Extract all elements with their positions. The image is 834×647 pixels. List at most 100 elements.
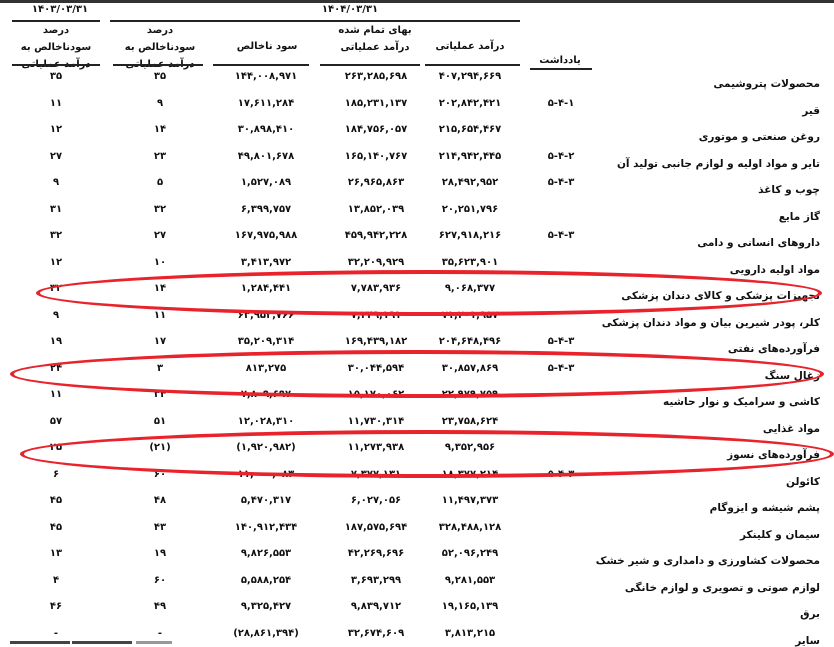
scan-top-border	[0, 0, 834, 3]
header-rule	[110, 20, 520, 22]
cell-pct: ۱۷	[153, 336, 167, 347]
cell-pct: ۴۳	[153, 521, 167, 533]
cell-pct_prev: ۱۲	[49, 124, 63, 135]
cell-rev: ۲۳,۷۵۸,۶۲۴	[441, 415, 499, 427]
row-label: محصولات کشاورزی و دامداری و شیر خشک	[595, 555, 820, 567]
cell-cost: ۳۲,۶۷۴,۶۰۹	[347, 627, 405, 639]
row-label: پشم شیشه و ایزوگام	[709, 502, 820, 514]
cell-rev: ۲۰۲,۸۴۲,۴۲۱	[438, 97, 502, 109]
cell-gross: (۲۸,۸۶۱,۳۹۴)	[233, 627, 299, 639]
header-rule	[213, 64, 309, 66]
cell-cost: ۴۲,۲۶۹,۶۹۶	[347, 548, 405, 559]
cell-note: ۵-۴-۲	[547, 150, 575, 162]
cell-rev: ۵۲,۰۹۶,۲۴۹	[441, 548, 499, 559]
cell-pct_prev: ۴۵	[49, 521, 63, 533]
cell-gross: ۵,۵۸۸,۲۵۴	[240, 574, 292, 586]
row-label: مواد اولیه دارویی	[729, 263, 820, 276]
cell-pct_prev: ۹	[52, 309, 60, 321]
cell-pct: ۳۴	[153, 389, 167, 400]
cell-rev: ۹,۰۶۸,۳۷۷	[444, 283, 496, 294]
cell-gross: ۱۱,۰۰۰,۰۸۳	[237, 468, 295, 480]
cell-gross: ۱۴۰,۹۱۲,۴۳۴	[234, 521, 298, 533]
row-label: محصولات پتروشیمی	[713, 78, 820, 90]
cell-pct_prev: ۲۷	[49, 150, 63, 162]
cell-rev: ۹,۳۵۲,۹۵۶	[444, 442, 496, 453]
cell-gross: ۱۶۷,۹۷۵,۹۸۸	[234, 230, 298, 241]
cell-rev: ۱۸,۳۷۷,۲۱۴	[441, 468, 499, 480]
row-label: لوازم صوتی و تصویری و لوازم خانگی	[624, 581, 820, 594]
cell-cost: ۷,۷۸۳,۹۳۶	[350, 283, 402, 294]
cell-pct_prev: ۳۲	[49, 230, 63, 241]
cell-gross: ۸۱۳,۲۷۵	[245, 362, 287, 374]
cell-pct_prev: ۲۴	[49, 362, 63, 374]
cell-gross: ۴۹,۸۰۱,۶۷۸	[237, 150, 295, 162]
header-rule	[12, 20, 100, 22]
date-current-year: ۱۴۰۴/۰۳/۳۱	[321, 4, 379, 15]
cell-gross: ۵,۴۷۰,۳۱۷	[240, 495, 292, 506]
header-rule	[12, 64, 100, 66]
cell-pct_prev: ۹	[52, 177, 60, 188]
cell-pct_prev: ۶	[52, 468, 60, 480]
cell-pct: ۴۸	[153, 495, 167, 506]
cell-rev: ۱۱,۴۹۷,۳۷۳	[441, 495, 499, 506]
cell-pct: ۳۵	[153, 71, 167, 82]
cell-rev: ۳۲۸,۴۸۸,۱۲۸	[438, 521, 502, 533]
row-label: زغال سنگ	[764, 369, 820, 382]
cell-cost: ۴۵۹,۹۴۲,۲۲۸	[344, 230, 408, 241]
cell-cost: ۳۲,۲۰۹,۹۲۹	[347, 256, 405, 268]
cell-pct_prev: ۱۱	[49, 97, 63, 109]
col-header-gross-profit: سود ناخالص	[236, 41, 298, 52]
cell-gross: ۶۳,۹۵۲,۷۶۶	[237, 309, 295, 321]
cell-cost: ۶,۰۲۷,۰۵۶	[350, 495, 402, 506]
cell-pct_prev: ۱۳	[49, 548, 63, 559]
cell-pct_prev: ۳۱	[49, 203, 63, 215]
row-label: سیمان و کلینکر	[740, 528, 820, 541]
cell-pct: ۳۲	[153, 203, 167, 215]
header-rule	[320, 64, 420, 66]
cell-cost: ۱۱,۷۳۰,۳۱۴	[347, 415, 405, 427]
cell-cost: ۱۳,۸۵۲,۰۳۹	[347, 203, 405, 215]
cell-gross: (۱,۹۲۰,۹۸۲)	[236, 442, 296, 453]
cell-pct_prev: ۳۲	[49, 283, 63, 294]
cell-gross: ۳۰,۸۹۸,۴۱۰	[237, 124, 295, 135]
row-label: کاشی و سرامیک و نوار حاشیه	[663, 396, 820, 408]
cell-cost: ۳,۶۹۳,۲۹۹	[350, 574, 402, 586]
cell-pct_prev: ۱۹	[49, 336, 63, 347]
cell-pct: ۱۰	[153, 256, 167, 268]
row-label: برق	[800, 608, 820, 620]
cell-rev: ۶۲۷,۹۱۸,۲۱۶	[438, 230, 502, 241]
cell-pct_prev: -	[53, 627, 59, 639]
row-label: فرآورده‌های نفتی	[727, 343, 820, 355]
cell-pct: (۲۱)	[149, 442, 171, 453]
cell-cost: ۹,۸۳۹,۷۱۲	[350, 601, 402, 612]
cell-pct: ۴۹	[153, 601, 167, 612]
cell-rev: ۲۲,۹۷۹,۷۵۹	[441, 389, 499, 400]
cell-pct_prev: ۳۵	[49, 71, 63, 82]
row-label: گاز مایع	[778, 210, 820, 223]
cell-pct: ۱۱	[153, 309, 167, 321]
row-label: کائولن	[786, 475, 820, 488]
row-label: سایر	[795, 634, 820, 647]
cell-note: ۵-۴-۳	[547, 468, 575, 480]
cell-pct: ۱۴	[153, 283, 167, 294]
col-header-cost: بهای تمام شده درآمد عملیاتی	[338, 25, 412, 53]
cell-pct_prev: ۴۵	[49, 495, 63, 506]
col-header-note: یادداشت	[539, 55, 581, 66]
cell-note: ۵-۴-۳	[547, 230, 575, 241]
cell-pct_prev: ۴۶	[49, 601, 63, 612]
col-header-revenue: درآمد عملیاتی	[435, 41, 505, 52]
row-label: قیر	[802, 104, 820, 117]
cell-cost: ۱۶۵,۱۴۰,۷۶۷	[344, 150, 408, 162]
cell-pct_prev: ۴	[52, 574, 60, 586]
cell-cost: ۱۸۴,۷۵۶,۰۵۷	[344, 124, 408, 135]
cell-cost: ۱۱,۲۷۳,۹۳۸	[347, 442, 405, 453]
cell-rev: ۲۸,۴۹۲,۹۵۲	[441, 177, 499, 188]
cell-pct: -	[157, 627, 163, 639]
row-label: چوب و کاغذ	[758, 184, 820, 196]
cell-gross: ۱,۵۲۷,۰۸۹	[240, 177, 292, 188]
cell-pct: ۵۱	[153, 415, 167, 427]
cell-rev: ۴۰۷,۲۹۴,۶۶۹	[438, 71, 502, 82]
cell-rev: ۲۱۴,۹۴۲,۴۴۵	[438, 150, 502, 162]
cell-gross: ۳۵,۲۰۹,۳۱۴	[237, 336, 295, 347]
cell-cost: ۱۸۷,۵۷۵,۶۹۴	[344, 521, 408, 533]
